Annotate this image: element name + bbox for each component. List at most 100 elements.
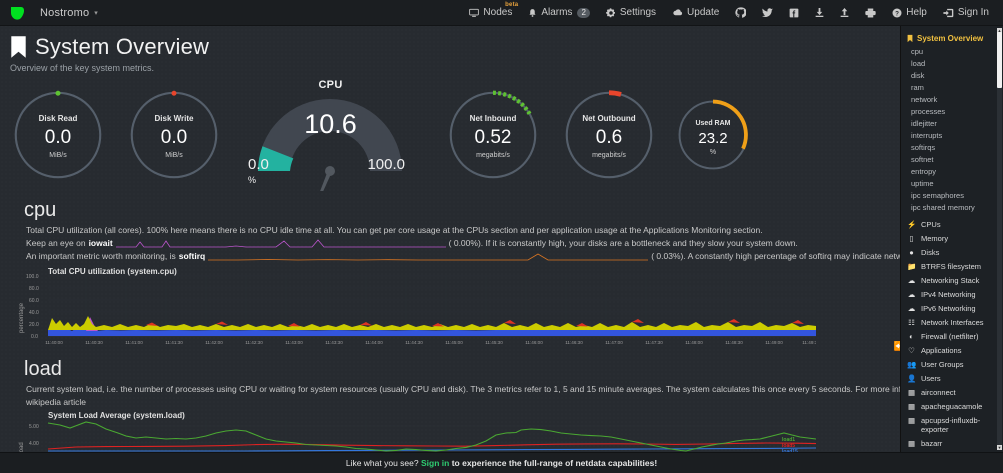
sidebar-item-cpus[interactable]: ⚡ CPUs bbox=[901, 217, 995, 231]
nav-alarms[interactable]: Alarms 2 bbox=[520, 0, 598, 25]
gauge-disk-read[interactable]: Disk Read 0.0 MiB/s bbox=[10, 87, 106, 183]
gauge-cpu[interactable]: CPU 10.6 0.0 % 100.0 bbox=[238, 79, 423, 191]
sidebar-item-apcupsd-influxdb-exporter[interactable]: ▦ apcupsd-influxdb-exporter bbox=[901, 413, 995, 436]
sidebar-subitem-cpu[interactable]: cpu bbox=[911, 46, 924, 56]
chart-cpu-canvas[interactable]: 100.0 80.0 60.0 40.0 20.0 0.0 bbox=[26, 267, 816, 352]
signin-icon bbox=[943, 8, 954, 17]
sidebar-item-label: Memory bbox=[921, 233, 949, 243]
sitemap-icon: ☷ bbox=[908, 317, 915, 327]
sidebar-item-bazarr[interactable]: ▦ bazarr bbox=[901, 436, 995, 450]
sidebar-item-disks[interactable]: ● Disks bbox=[901, 245, 995, 259]
gauge-cpu-units: % bbox=[248, 175, 257, 185]
chart-cpu-title: Total CPU utilization (system.cpu) bbox=[48, 267, 177, 276]
sidebar-subitem-idlejitter[interactable]: idlejitter bbox=[911, 118, 937, 128]
svg-text:20.0: 20.0 bbox=[29, 322, 39, 328]
sidebar-item-ipv4[interactable]: ☁ IPv4 Networking bbox=[901, 287, 995, 301]
gauge-net-inbound[interactable]: Net Inbound 0.52 megabits/s bbox=[445, 87, 541, 183]
section-title-load: load bbox=[24, 358, 62, 380]
hostname-label[interactable]: Nostromo bbox=[40, 6, 90, 19]
svg-text:11:49:00: 11:49:00 bbox=[765, 340, 783, 345]
sidebar-item-label: CPUs bbox=[921, 219, 941, 229]
gauge-disk-read-units: MiB/s bbox=[49, 152, 67, 160]
sidebar-subitem-ipc-semaphores[interactable]: ipc semaphores bbox=[911, 190, 964, 200]
nav-download[interactable] bbox=[807, 0, 832, 25]
backward-icon[interactable]: ⏪ bbox=[894, 341, 905, 352]
svg-text:40.0: 40.0 bbox=[29, 310, 39, 316]
status-dot bbox=[171, 90, 177, 96]
sidebar-item-label: bazarr bbox=[921, 438, 943, 448]
disk-icon: ● bbox=[909, 247, 914, 257]
sidebar-subitem-uptime[interactable]: uptime bbox=[911, 178, 934, 188]
nav-help[interactable]: ? Help bbox=[884, 0, 935, 25]
sidebar-subitem-ipc-shared-memory[interactable]: ipc shared memory bbox=[911, 202, 975, 212]
sidebar-subitem-disk[interactable]: disk bbox=[911, 70, 925, 80]
nav-twitter[interactable] bbox=[754, 0, 781, 25]
sidebar-item-applications[interactable]: ♡ Applications bbox=[901, 343, 995, 357]
sidebar-subitem-load[interactable]: load bbox=[911, 58, 926, 68]
bolt-icon: ⚡ bbox=[907, 219, 917, 229]
sidebar-subitem-network[interactable]: network bbox=[911, 94, 938, 104]
sidebar-item-apacheguacamole[interactable]: ▦ apacheguacamole bbox=[901, 399, 995, 413]
sidebar-item-users[interactable]: 👤 Users bbox=[901, 371, 995, 385]
sidebar-item-airconnect[interactable]: ▦ airconnect bbox=[901, 385, 995, 399]
sidebar-item-label: Users bbox=[921, 373, 941, 383]
svg-text:5.00: 5.00 bbox=[29, 424, 39, 430]
svg-text:11:42:30: 11:42:30 bbox=[245, 340, 263, 345]
sidebar-subitem-entropy[interactable]: entropy bbox=[911, 166, 937, 176]
nav-upload[interactable] bbox=[832, 0, 857, 25]
cpu-desc-line-2: Keep an eye on iowait ( 0.00%). If it is… bbox=[26, 237, 993, 250]
gauge-cpu-dial bbox=[258, 99, 402, 191]
cpu-desc-line-3: An important metric worth monitoring, is… bbox=[26, 250, 993, 263]
nav-facebook[interactable] bbox=[781, 0, 807, 25]
cpu-desc2-value: ( 0.00%). If it is constantly high, your… bbox=[448, 238, 798, 248]
sidebar-item-ipv6[interactable]: ☁ IPv6 Networking bbox=[901, 301, 995, 315]
chart-cpu-ylabel: percentage bbox=[19, 302, 25, 334]
sidebar-item-btrfs[interactable]: 📁 BTRFS filesystem bbox=[901, 259, 995, 273]
sidebar-subitem-ram[interactable]: ram bbox=[911, 82, 924, 92]
svg-text:11:40:00: 11:40:00 bbox=[45, 340, 63, 345]
sidebar-item-memory[interactable]: ▯ Memory bbox=[901, 231, 995, 245]
gauge-cpu-min: 0.0 bbox=[248, 156, 269, 173]
svg-text:60.0: 60.0 bbox=[29, 298, 39, 304]
svg-text:11:45:00: 11:45:00 bbox=[445, 340, 463, 345]
sidebar-item-networking-stack[interactable]: ☁ Networking Stack bbox=[901, 273, 995, 287]
sidebar-subitem-softnet[interactable]: softnet bbox=[911, 154, 934, 164]
gauge-disk-read-label: Disk Read bbox=[38, 113, 78, 123]
gauge-net-outbound-value: 0.6 bbox=[595, 127, 623, 149]
scrollbar-thumb[interactable] bbox=[997, 32, 1002, 88]
sidebar-item-user-groups[interactable]: 👥 User Groups bbox=[901, 357, 995, 371]
gauge-disk-write[interactable]: Disk Write 0.0 MiB/s bbox=[126, 87, 222, 183]
svg-text:11:42:00: 11:42:00 bbox=[205, 340, 223, 345]
sidebar-item-label: apacheguacamole bbox=[921, 401, 983, 411]
nav-update[interactable]: Update bbox=[664, 0, 727, 25]
gauge-disk-write-label: Disk Write bbox=[154, 113, 194, 123]
sidebar-subitem-interrupts[interactable]: interrupts bbox=[911, 130, 943, 140]
sidebar-item-label: airconnect bbox=[921, 387, 956, 397]
sidebar-item-label: IPv6 Networking bbox=[921, 303, 976, 313]
svg-text:11:47:30: 11:47:30 bbox=[645, 340, 663, 345]
sidebar-scrollbar[interactable]: ▲ ▼ bbox=[997, 28, 1002, 450]
footer-signin-link[interactable]: Sign in bbox=[420, 458, 450, 468]
scroll-down-arrow[interactable]: ▼ bbox=[997, 445, 1002, 450]
nav-settings[interactable]: Settings bbox=[598, 0, 664, 25]
nav-settings-label: Settings bbox=[619, 7, 657, 18]
nav-nodes[interactable]: Nodes beta bbox=[461, 0, 520, 25]
nav-sign-in[interactable]: Sign In bbox=[935, 0, 997, 25]
sidebar-item-system-overview[interactable]: System Overview bbox=[901, 32, 995, 45]
sidebar-item-firewall[interactable]: ◐ Firewall (netfilter) bbox=[901, 329, 995, 343]
gauge-used-ram[interactable]: Used RAM 23.2 % bbox=[675, 97, 751, 173]
cpu-desc2-metric: iowait bbox=[88, 238, 113, 248]
nav-print[interactable] bbox=[857, 0, 884, 25]
sidebar-subitem-softirqs[interactable]: softirqs bbox=[911, 142, 936, 152]
gauge-net-outbound[interactable]: Net Outbound 0.6 megabits/s bbox=[561, 87, 657, 183]
chevron-down-icon[interactable]: ▾ bbox=[94, 9, 98, 17]
svg-text:11:47:00: 11:47:00 bbox=[605, 340, 623, 345]
netdata-logo-icon bbox=[8, 3, 28, 23]
sidebar-subitem-processes[interactable]: processes bbox=[911, 106, 946, 116]
scrollbar-track[interactable] bbox=[997, 28, 1002, 450]
nav-github[interactable] bbox=[727, 0, 754, 25]
folder-icon: 📁 bbox=[907, 261, 917, 271]
sidebar-item-network-interfaces[interactable]: ☷ Network Interfaces bbox=[901, 315, 995, 329]
scroll-up-arrow[interactable]: ▲ bbox=[997, 28, 1002, 33]
chart-system-cpu[interactable]: Total CPU utilization (system.cpu) perce… bbox=[19, 266, 993, 353]
